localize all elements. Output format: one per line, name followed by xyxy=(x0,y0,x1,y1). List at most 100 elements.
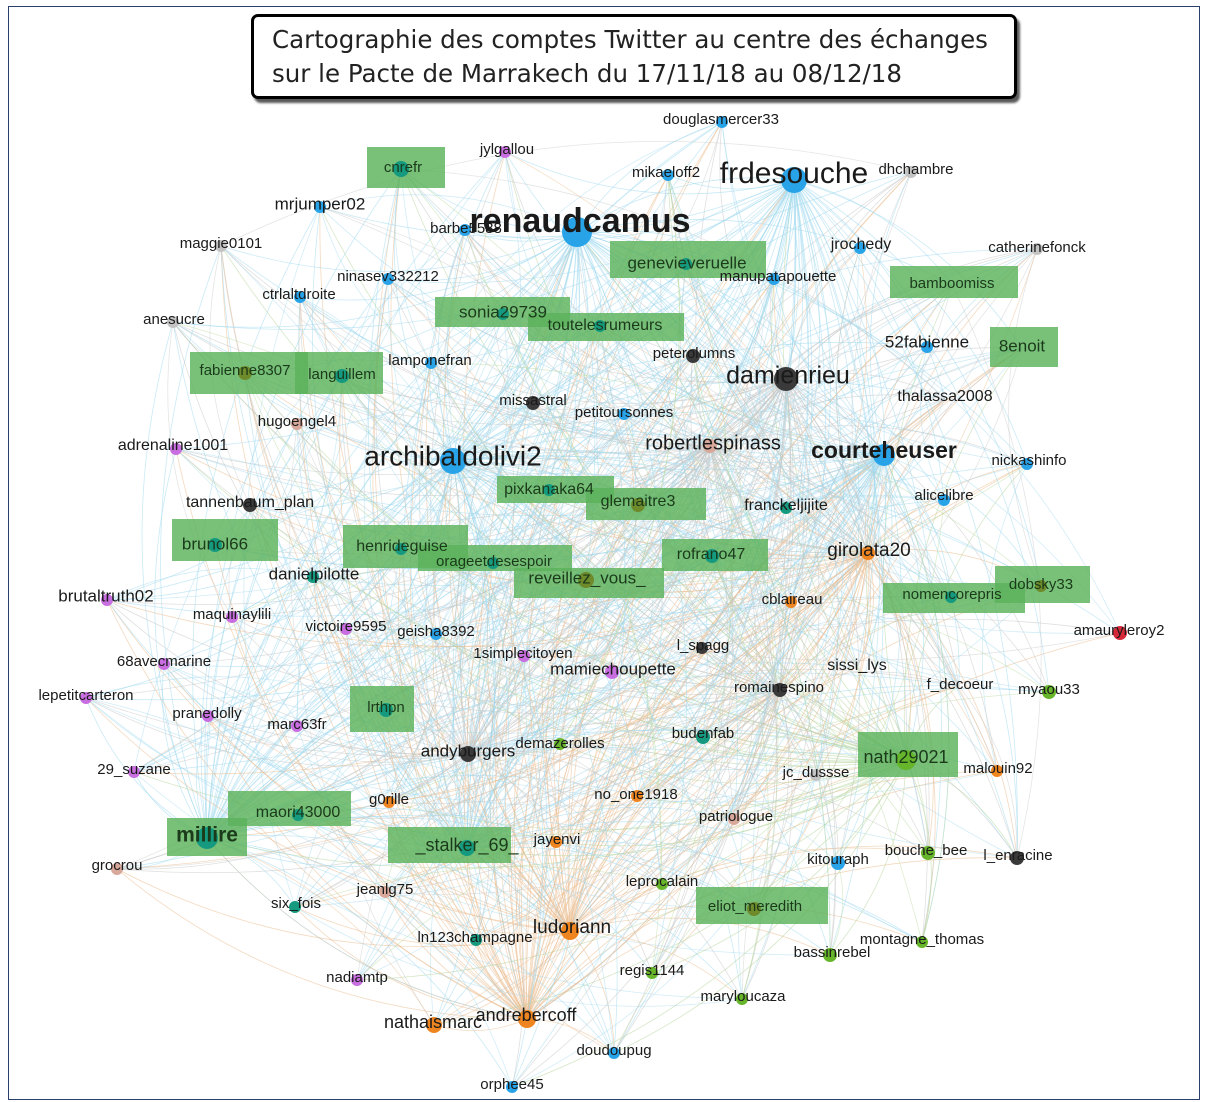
edge xyxy=(85,454,885,701)
node-geisha8392 xyxy=(430,628,442,640)
highlight-box-8enoit xyxy=(990,327,1058,367)
edge xyxy=(685,263,787,380)
edge xyxy=(569,378,787,932)
edge xyxy=(532,121,723,404)
node-label-genevieveruelle: genevieveruelle xyxy=(627,253,746,272)
edge xyxy=(569,930,615,1054)
title-box: Cartographie des comptes Twitter au cent… xyxy=(251,14,1017,99)
edge xyxy=(206,362,432,839)
highlight-box--stalker-69- xyxy=(388,827,511,863)
edge xyxy=(557,504,639,932)
edge xyxy=(403,362,468,849)
edge xyxy=(312,576,571,932)
node-maggie0101 xyxy=(215,240,227,252)
edge xyxy=(172,321,468,849)
edge xyxy=(569,596,952,932)
node-nomencorepris xyxy=(945,591,957,603)
edge xyxy=(526,689,781,1020)
edge xyxy=(466,499,945,849)
node-label-geisha8392: geisha8392 xyxy=(397,623,475,640)
node-label-renaudcamus: renaudcamus xyxy=(469,202,690,240)
node-label-pranedolly: pranedolly xyxy=(172,705,242,722)
edge xyxy=(467,668,960,755)
node-label-archibaldolivi2: archibaldolivi2 xyxy=(364,440,541,471)
edge xyxy=(356,231,580,981)
node-label-mamiechoupette: mamiechoupette xyxy=(550,659,676,678)
edge xyxy=(511,378,787,1088)
node-demazerolles xyxy=(554,738,566,750)
node-label-68avecmarine: 68avecmarine xyxy=(117,653,211,670)
edge xyxy=(294,585,1042,908)
node-damienrieu xyxy=(774,367,798,391)
node-label-henrideguise: henrideguise xyxy=(356,538,448,555)
edge xyxy=(466,847,615,1054)
node-label-f-decoeur: f_decoeur xyxy=(927,676,994,693)
node-jylgallou xyxy=(499,146,511,158)
edge xyxy=(883,454,1042,587)
node-danielpilotte xyxy=(307,571,319,583)
edge xyxy=(433,930,571,1026)
node-label-nomencorepris: nomencorepris xyxy=(902,586,1001,603)
edge xyxy=(711,555,769,1000)
edge xyxy=(793,179,885,456)
edge xyxy=(447,229,494,564)
edge xyxy=(793,179,1018,859)
edge xyxy=(214,445,711,555)
edge xyxy=(709,445,929,854)
node-toutelesrumeurs xyxy=(594,320,606,332)
node-label-sonia29739: sonia29739 xyxy=(459,302,547,321)
edge xyxy=(553,841,571,932)
edge xyxy=(207,375,343,717)
node-label-ludoriann: ludoriann xyxy=(533,917,611,938)
edge xyxy=(296,423,638,797)
edge xyxy=(345,628,437,641)
node-grocrou xyxy=(111,863,123,875)
edge xyxy=(793,179,884,956)
node-label-jylgallou: jylgallou xyxy=(479,141,534,158)
node-label-nath29021: nath29021 xyxy=(863,747,948,767)
edge xyxy=(651,179,813,974)
edge xyxy=(388,731,907,803)
node-label-andrebercoff: andrebercoff xyxy=(476,1005,578,1025)
node-tannenbaum-plan xyxy=(243,498,257,512)
edge xyxy=(569,759,907,932)
node-ludoriann xyxy=(561,922,579,940)
node-hugoengel4 xyxy=(291,418,303,430)
edge xyxy=(231,552,869,648)
edge xyxy=(467,751,735,820)
edge xyxy=(297,814,571,932)
edge xyxy=(433,231,596,1026)
node-pixkanaka64 xyxy=(543,484,555,496)
node-no-one1918 xyxy=(631,790,643,802)
graph-edges xyxy=(85,121,1121,1088)
edge xyxy=(433,689,781,1026)
node-label-maryloucaza: maryloucaza xyxy=(700,988,786,1005)
edge xyxy=(467,753,525,1088)
edge xyxy=(106,460,454,601)
edge xyxy=(296,423,817,776)
node-label-amauryleroy2: amauryleroy2 xyxy=(1074,622,1165,639)
node-label-jeanlg75: jeanlg75 xyxy=(356,881,414,898)
node-label-eliot-meredith: eliot_meredith xyxy=(708,898,802,915)
highlight-box-bamboomiss xyxy=(890,266,1018,298)
edge xyxy=(555,413,637,843)
edge xyxy=(452,460,755,910)
edge xyxy=(319,206,885,456)
edge xyxy=(613,179,809,1054)
edge xyxy=(569,930,743,1000)
edge xyxy=(692,355,907,761)
highlight-box-glemaitre3 xyxy=(586,488,706,520)
node-label-douglasmercer33: douglasmercer33 xyxy=(663,111,779,128)
edge xyxy=(829,862,844,956)
edge xyxy=(920,346,945,501)
edge xyxy=(384,891,528,1020)
edge xyxy=(466,688,1050,849)
edge xyxy=(452,341,928,462)
edge xyxy=(160,245,222,839)
edge xyxy=(433,1018,528,1032)
edge xyxy=(576,231,708,738)
edge xyxy=(296,423,469,755)
node-doudoupug xyxy=(608,1047,620,1059)
edge xyxy=(903,347,1023,761)
